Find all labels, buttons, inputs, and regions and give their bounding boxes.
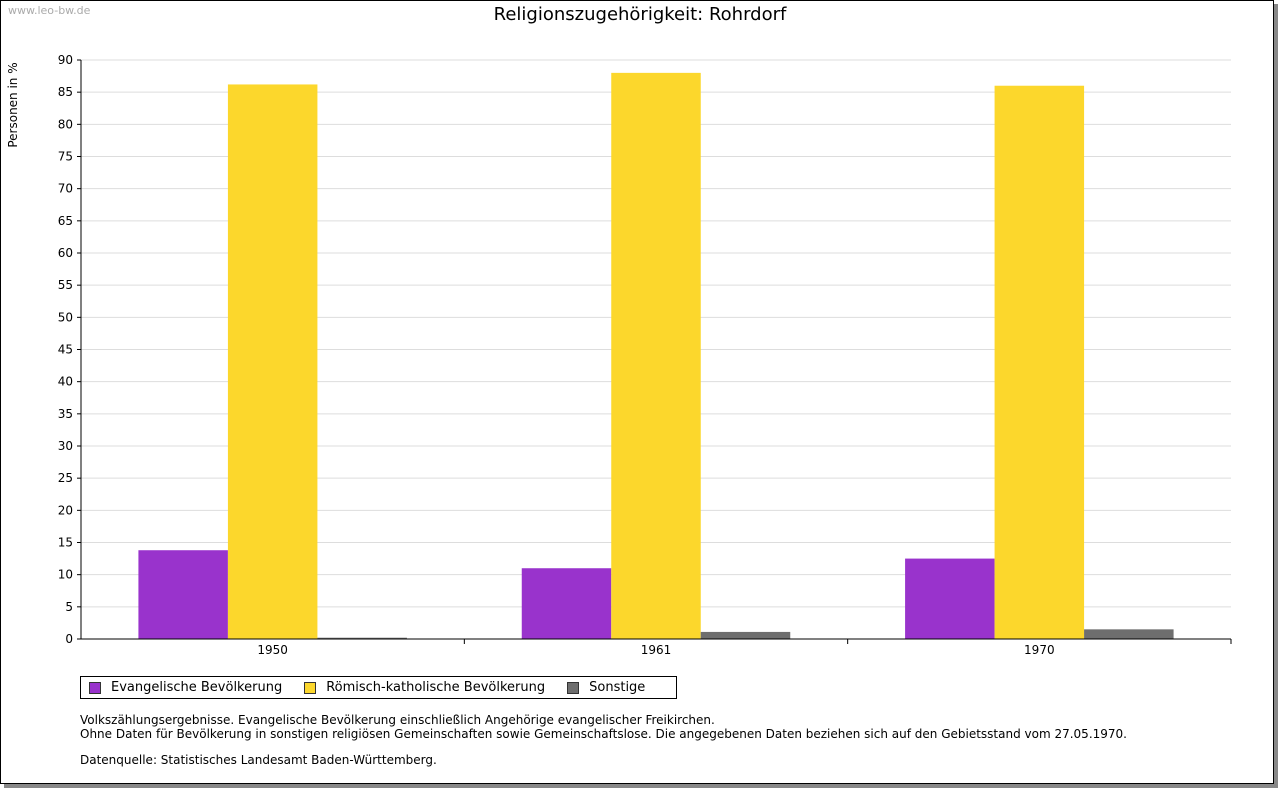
y-tick-label-20: 20 <box>58 503 73 517</box>
y-tick-label-75: 75 <box>58 150 73 164</box>
bar-1961-1 <box>611 72 701 639</box>
y-tick-label-70: 70 <box>58 182 73 196</box>
bar-1950-1 <box>227 84 318 640</box>
footnote-line-2: Ohne Daten für Bevölkerung in sonstigen … <box>80 727 1127 741</box>
y-tick-label-55: 55 <box>58 278 73 292</box>
y-tick-label-85: 85 <box>58 85 73 99</box>
legend-item-sonstige: Sonstige <box>567 680 645 695</box>
y-tick-label-10: 10 <box>58 568 73 582</box>
x-tick-label-1961: 1961 <box>641 643 672 657</box>
chart-title: Religionszugehörigkeit: Rohrdorf <box>493 4 787 25</box>
y-tick-label-60: 60 <box>58 246 73 260</box>
legend-label-katholisch: Römisch-katholische Bevölkerung <box>326 680 546 695</box>
y-tick-label-65: 65 <box>58 214 73 228</box>
legend-swatch-sonstige <box>567 681 580 694</box>
legend: Evangelische Bevölkerung Römisch-katholi… <box>80 676 677 699</box>
y-tick-label-45: 45 <box>58 343 73 357</box>
legend-label-sonstige: Sonstige <box>589 680 646 695</box>
data-source: Datenquelle: Statistisches Landesamt Bad… <box>80 753 437 767</box>
bar-1950-0 <box>138 550 228 639</box>
bar-1961-0 <box>521 568 612 639</box>
bar-1970-2 <box>1084 629 1174 639</box>
watermark: www.leo-bw.de <box>8 4 91 17</box>
legend-swatch-evangelisch <box>89 681 101 694</box>
legend-item-evangelisch: Evangelische Bevölkerung <box>89 680 282 695</box>
bar-1970-1 <box>994 85 1085 639</box>
y-tick-label-40: 40 <box>58 375 73 389</box>
footnote-line-1: Volkszählungsergebnisse. Evangelische Be… <box>80 713 715 727</box>
y-tick-label-5: 5 <box>65 600 73 614</box>
y-tick-label-0: 0 <box>65 632 73 646</box>
y-tick-label-15: 15 <box>58 536 73 550</box>
bar-1970-0 <box>905 558 995 639</box>
bar-1961-2 <box>700 631 791 639</box>
y-tick-label-25: 25 <box>58 471 73 485</box>
bar-1950-2 <box>317 637 407 639</box>
y-tick-label-35: 35 <box>58 407 73 421</box>
y-tick-label-50: 50 <box>58 310 73 324</box>
footnotes: Volkszählungsergebnisse. Evangelische Be… <box>80 713 1127 767</box>
legend-item-katholisch: Römisch-katholische Bevölkerung <box>304 680 545 695</box>
x-tick-label-1950: 1950 <box>257 643 288 657</box>
legend-swatch-katholisch <box>304 681 317 694</box>
y-tick-label-80: 80 <box>58 117 73 131</box>
y-tick-label-90: 90 <box>58 53 73 67</box>
y-tick-label-30: 30 <box>58 439 73 453</box>
legend-label-evangelisch: Evangelische Bevölkerung <box>111 680 283 695</box>
x-tick-label-1970: 1970 <box>1024 643 1055 657</box>
